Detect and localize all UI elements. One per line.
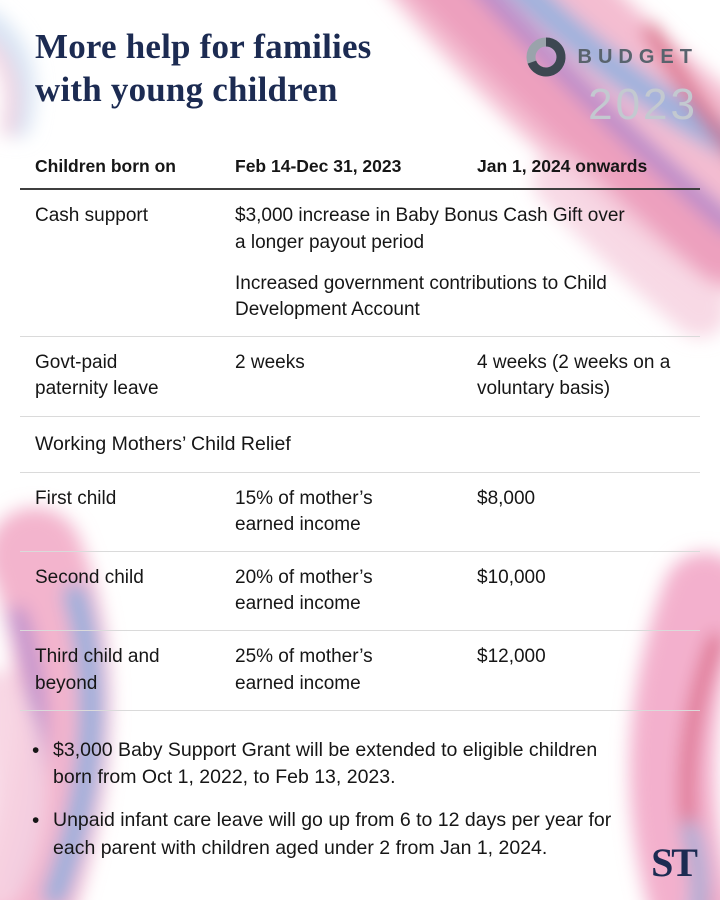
table-header-row: Children born on Feb 14-Dec 31, 2023 Jan… (20, 154, 700, 191)
table-row-paternity-leave: Govt-paid paternity leave 2 weeks 4 week… (20, 337, 700, 417)
cash-support-details: $3,000 increase in Baby Bonus Cash Gift … (235, 203, 635, 323)
second-child-2023-value: 20% of mother’s earned income (235, 566, 373, 615)
content: More help for families with young childr… (0, 0, 720, 862)
budget-year: 2023 (588, 80, 698, 129)
third-child-2024-value: $12,000 (477, 646, 546, 668)
row-label: First child (35, 487, 117, 509)
page-title-line1: More help for families (35, 27, 372, 66)
column-header-children-born-on: Children born on (35, 156, 176, 177)
page-title-line2: with young children (35, 69, 338, 109)
benefits-table: Children born on Feb 14-Dec 31, 2023 Jan… (20, 154, 700, 711)
cash-support-paragraph: $3,000 increase in Baby Bonus Cash Gift … (235, 205, 625, 253)
footnotes: $3,000 Baby Support Grant will be extend… (30, 736, 700, 862)
third-child-2023-value: 25% of mother’s earned income (235, 646, 373, 694)
page-title: More help for families with young childr… (35, 26, 372, 111)
budget-logo-top: BUDGET (523, 34, 698, 80)
table-row-first-child: First child 15% of mother’s earned incom… (20, 473, 700, 552)
paternity-2024-value: 4 weeks (2 weeks on a voluntary basis) (477, 352, 671, 400)
first-child-2023-value: 15% of mother’s earned income (235, 487, 373, 535)
first-child-2024-value: $8,000 (477, 487, 536, 509)
row-label: Third child and beyond (35, 646, 160, 694)
second-child-2024-value: $10,000 (477, 566, 546, 588)
budget-ring-icon (526, 37, 566, 77)
row-label: Second child (35, 566, 144, 588)
footnote-infant-care-leave: Unpaid infant care leave will go up from… (30, 806, 628, 862)
column-header-2023: Feb 14-Dec 31, 2023 (235, 156, 402, 177)
table-row-second-child: Second child 20% of mother’s earned inco… (20, 552, 700, 632)
section-working-mothers-child-relief: Working Mothers’ Child Relief (20, 417, 700, 473)
budget-word: BUDGET (577, 45, 698, 68)
table-row-cash-support: Cash support $3,000 increase in Baby Bon… (20, 190, 700, 338)
straits-times-logo: ST (651, 840, 698, 885)
row-label: Govt-paid paternity leave (35, 352, 159, 400)
cash-support-paragraph: Increased government contributions to Ch… (235, 272, 607, 320)
footnote-baby-support-grant: $3,000 Baby Support Grant will be extend… (30, 736, 628, 792)
header: More help for families with young childr… (20, 26, 700, 128)
row-label: Cash support (35, 205, 149, 227)
paternity-2023-value: 2 weeks (235, 352, 305, 374)
table-row-third-child: Third child and beyond 25% of mother’s e… (20, 631, 700, 711)
budget-2023-logo: BUDGET 2023 (523, 34, 698, 128)
column-header-2024: Jan 1, 2024 onwards (477, 156, 648, 177)
